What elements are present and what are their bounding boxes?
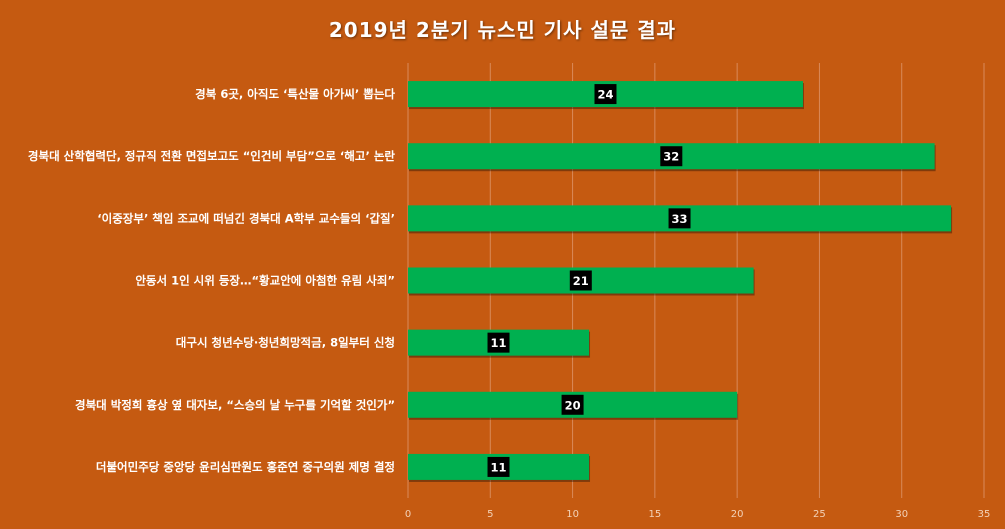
- category-label: 더불어민주당 중앙당 윤리심판원도 홍준연 중구의원 제명 결정: [96, 460, 395, 474]
- chart-title: 2019년 2분기 뉴스민 기사 설문 결과: [328, 18, 677, 42]
- data-label: 33: [672, 212, 688, 226]
- data-label-box: [569, 270, 592, 291]
- x-tick-label: 25: [813, 509, 826, 520]
- category-label: 경북 6곳, 아직도 ‘특산물 아가씨’ 뽑는다: [195, 87, 395, 101]
- data-label-box: [487, 332, 510, 353]
- x-tick-label: 0: [405, 509, 411, 520]
- x-tick-label: 35: [978, 509, 991, 520]
- data-label-box: [660, 146, 683, 167]
- category-label: 대구시 청년수당·청년희망적금, 8일부터 신청: [176, 336, 395, 350]
- category-label: 경북대 박정희 흉상 옆 대자보, “스승의 날 누구를 기억할 것인가”: [75, 398, 395, 412]
- x-tick-label: 10: [566, 509, 579, 520]
- category-label: ‘이중장부’ 책임 조교에 떠넘긴 경북대 A학부 교수들의 ‘갑질’: [97, 211, 395, 225]
- data-label: 32: [663, 150, 679, 164]
- data-label: 11: [491, 336, 507, 350]
- category-label: 경북대 산학협력단, 정규직 전환 면접보고도 “인건비 부담”으로 ‘해고’ …: [28, 149, 395, 163]
- data-label-box: [594, 84, 617, 105]
- data-label: 24: [597, 88, 613, 102]
- x-tick-label: 20: [731, 509, 744, 520]
- category-label: 안동서 1인 시위 등장…“황교안에 아첨한 유림 사죄”: [135, 274, 395, 288]
- data-label: 21: [573, 274, 589, 288]
- data-label: 20: [565, 398, 581, 412]
- data-label-box: [487, 456, 510, 477]
- data-label-box: [561, 394, 584, 415]
- x-tick-label: 15: [648, 509, 661, 520]
- data-label: 11: [491, 460, 507, 474]
- x-tick-label: 30: [895, 509, 908, 520]
- data-label-box: [668, 208, 691, 229]
- x-tick-label: 5: [487, 509, 493, 520]
